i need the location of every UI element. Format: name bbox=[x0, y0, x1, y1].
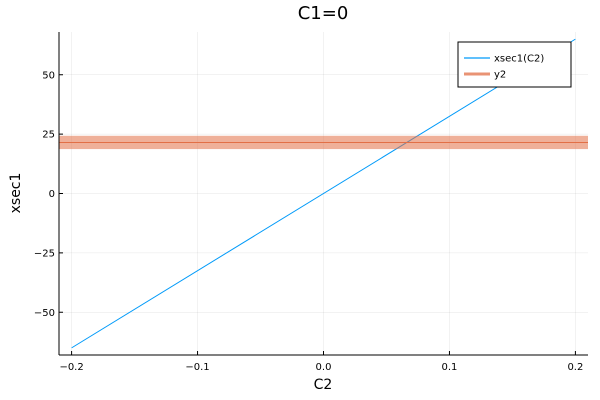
x-tick-label: 0.2 bbox=[567, 362, 583, 373]
legend-box bbox=[457, 41, 572, 88]
y-tick-label: −25 bbox=[34, 248, 55, 259]
y-tick-label: 25 bbox=[42, 130, 55, 141]
x-axis-label: C2 bbox=[314, 377, 333, 393]
series-line-xsec1(C2) bbox=[71, 38, 576, 349]
tick-labels: −0.2 −0.1 0.0 0.1 0.2 −50 −25 0 25 50 bbox=[34, 70, 583, 373]
x-tick-label: 0.0 bbox=[316, 362, 332, 373]
x-tick-label: 0.1 bbox=[441, 362, 457, 373]
plot-area bbox=[59, 38, 588, 349]
legend-label: y2 bbox=[494, 70, 506, 81]
y-tick-label: −50 bbox=[34, 308, 55, 319]
y-tick-label: 0 bbox=[49, 189, 55, 200]
x-tick-label: −0.2 bbox=[59, 362, 83, 373]
chart-title: C1=0 bbox=[298, 3, 349, 24]
y-axis-label: xsec1 bbox=[8, 173, 24, 214]
x-tick-label: −0.1 bbox=[185, 362, 209, 373]
y-tick-label: 50 bbox=[42, 70, 55, 81]
legend-label: xsec1(C2) bbox=[494, 54, 544, 65]
axes bbox=[58, 32, 588, 356]
legend: xsec1(C2) y2 bbox=[457, 41, 572, 88]
